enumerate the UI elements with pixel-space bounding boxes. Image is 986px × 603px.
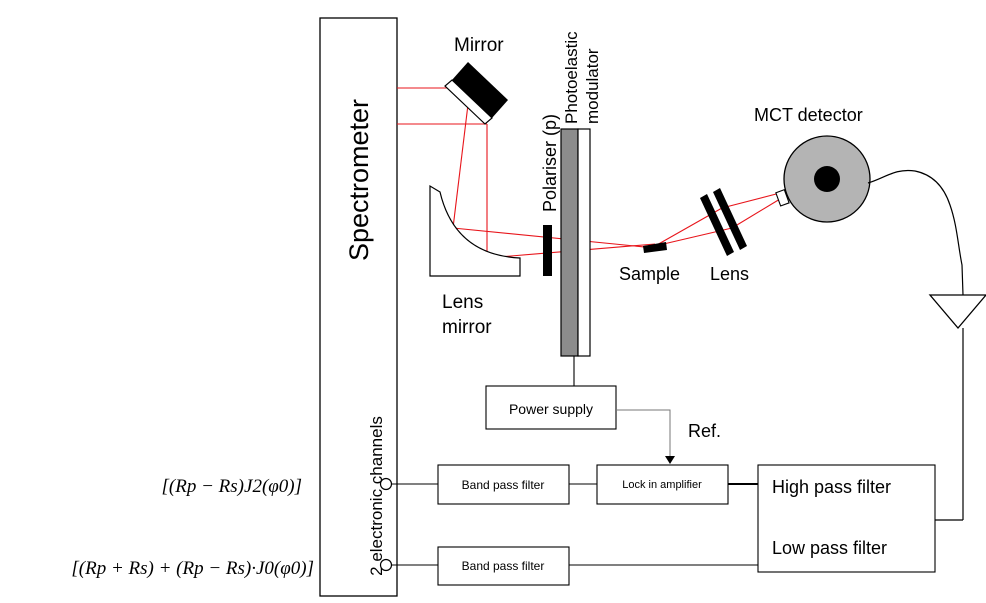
sample-label: Sample	[619, 264, 680, 284]
spectrometer-box	[319, 17, 398, 597]
amplifier-triangle	[928, 294, 986, 330]
reference-arrow-icon	[665, 456, 675, 464]
power-supply-box	[485, 385, 617, 430]
mirror-label: Mirror	[454, 35, 504, 56]
output-port-top	[379, 477, 438, 491]
band-pass-filter-bottom-label: Band pass filter	[462, 559, 545, 573]
photoelastic-modulator	[560, 128, 579, 357]
mct-detector-label: MCT detector	[754, 105, 863, 125]
output-port-bottom	[379, 558, 438, 572]
spectrometer-label: Spectrometer	[344, 99, 374, 261]
band-pass-filter-bottom-box	[437, 546, 570, 586]
high-pass-filter-label: High pass filter	[772, 477, 891, 497]
mirror	[444, 62, 508, 125]
modulator-window	[577, 128, 591, 357]
high-low-pass-filter-box	[757, 464, 936, 573]
lens	[700, 188, 747, 256]
sample	[643, 242, 667, 253]
polariser	[543, 225, 552, 276]
reference-signal-line	[616, 409, 671, 458]
modulator-label: modulator	[583, 48, 602, 124]
lens-mirror-label-line1: Lens	[442, 292, 483, 313]
polariser-label: Polariser (p)	[540, 114, 560, 212]
lock-in-amplifier-box	[596, 464, 729, 505]
power-supply-label: Power supply	[509, 401, 593, 417]
mct-detector	[775, 135, 871, 223]
band-pass-filter-top-box	[437, 464, 570, 505]
ref-label: Ref.	[688, 421, 721, 441]
equation-top: [(Rp − Rs)J2(φ0)]	[162, 476, 302, 497]
lens-mirror-label-line2: mirror	[442, 317, 492, 338]
lens-mirror	[429, 184, 521, 277]
equation-bottom: [(Rp + Rs) + (Rp − Rs)·J0(φ0)]	[71, 558, 314, 579]
band-pass-filter-top-label: Band pass filter	[462, 478, 545, 492]
low-pass-filter-label: Low pass filter	[772, 538, 887, 558]
photoelastic-label: Photoelastic	[562, 31, 581, 124]
detector-cable	[867, 169, 964, 296]
electronic-channels-label: 2 electronic channels	[367, 416, 386, 576]
lens-label: Lens	[710, 264, 749, 284]
lock-in-amplifier-label: Lock in amplifier	[622, 479, 702, 491]
